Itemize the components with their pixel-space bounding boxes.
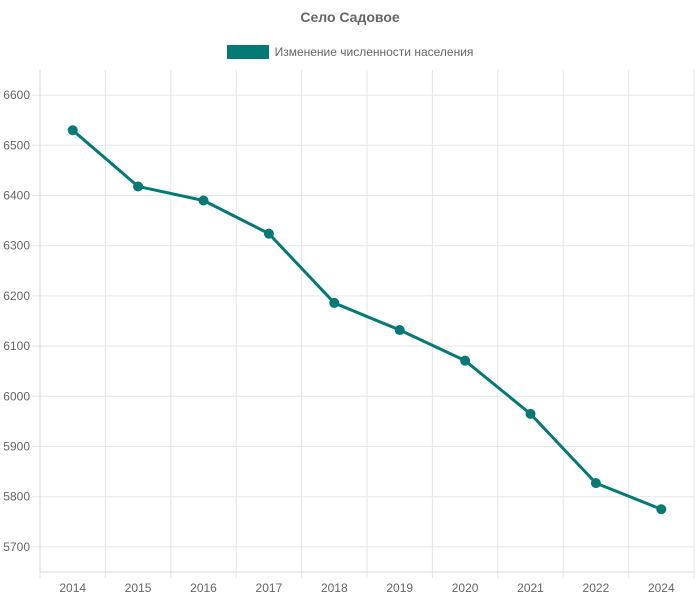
data-point[interactable] <box>525 408 536 419</box>
y-tick-label: 6100 <box>3 339 30 353</box>
data-point[interactable] <box>198 195 209 206</box>
y-tick-label: 6200 <box>3 289 30 303</box>
x-tick-label: 2021 <box>517 581 544 595</box>
y-tick-label: 6300 <box>3 239 30 253</box>
x-tick-label: 2020 <box>452 581 479 595</box>
legend-label: Изменение численности населения <box>274 45 474 59</box>
chart-title: Село Садовое <box>300 9 400 25</box>
data-point[interactable] <box>67 125 78 136</box>
data-point[interactable] <box>590 478 601 489</box>
y-tick-label: 5800 <box>3 490 30 504</box>
axes: 5700 5800 5900 6000 6100 6200 6300 6400 6500 6600… <box>3 70 694 595</box>
y-tick-label: 6500 <box>3 138 30 152</box>
series-line <box>71 129 662 511</box>
legend-swatch <box>226 45 269 59</box>
y-tick-label: 6000 <box>3 389 30 403</box>
x-tick-label: 2019 <box>386 581 413 595</box>
data-point[interactable] <box>460 355 471 366</box>
data-point[interactable] <box>394 325 405 336</box>
legend[interactable]: Изменение численности населения <box>0 45 700 59</box>
x-tick-label: 2017 <box>256 581 283 595</box>
data-point[interactable] <box>329 297 340 308</box>
x-tick-label: 2016 <box>190 581 217 595</box>
grid <box>32 70 695 578</box>
data-point[interactable] <box>263 228 274 239</box>
x-tick-label: 2014 <box>59 581 86 595</box>
y-tick-label: 5700 <box>3 540 30 554</box>
x-tick-label: 2022 <box>583 581 610 595</box>
series <box>67 125 667 515</box>
y-tick-label: 6400 <box>3 189 30 203</box>
y-tick-label: 5900 <box>3 440 30 454</box>
x-tick-label: 2018 <box>321 581 348 595</box>
y-tick-label: 6600 <box>3 88 30 102</box>
x-tick-label: 2015 <box>125 581 152 595</box>
data-point[interactable] <box>656 504 667 515</box>
x-tick-label: 2024 <box>648 581 675 595</box>
data-point[interactable] <box>133 181 144 192</box>
